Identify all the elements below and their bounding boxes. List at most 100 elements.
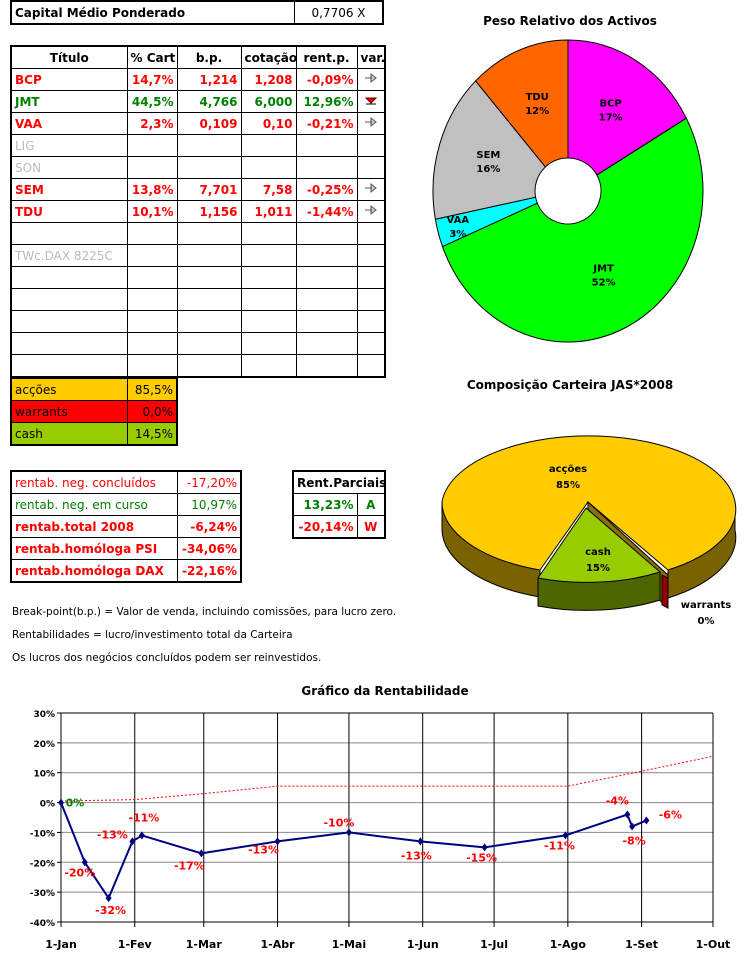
note-breakpoint: Break-point(b.p.) = Valor de venda, incl… — [12, 606, 397, 618]
capital-value: 0,7706 X — [294, 0, 384, 25]
table-row — [10, 332, 386, 355]
tick-label-y: -30% — [30, 889, 55, 899]
allocation-row: acções 85,5% — [10, 377, 178, 401]
pie3d-slice-cash — [537, 507, 662, 583]
cell-rent: -0,21% — [295, 112, 358, 135]
data-point — [643, 816, 650, 825]
pie1-title: Peso Relativo dos Activos — [483, 14, 657, 28]
data-label: -8% — [622, 834, 645, 847]
tick-label-y: 10% — [33, 770, 55, 780]
data-label: -10% — [323, 816, 354, 829]
returns-value: -22,16% — [176, 559, 242, 583]
note-rentabilidades: Rentabilidades = lucro/investimento tota… — [12, 629, 293, 641]
data-label: -11% — [128, 811, 159, 824]
pie3d-slice-warrants — [661, 574, 669, 609]
data-point — [58, 798, 64, 807]
data-label: -20% — [64, 866, 95, 879]
returns-label: rentab.homóloga DAX — [10, 559, 178, 583]
cell-rent: 12,96% — [295, 90, 358, 113]
partial-value: -20,14% — [292, 515, 358, 539]
pie-label: BCP — [599, 98, 621, 109]
pie2-title: Composição Carteira JAS*2008 — [466, 378, 674, 392]
pie-value: 3% — [449, 229, 466, 240]
tick-label-y: 0% — [40, 800, 55, 810]
table-row: VAA 2,3% 0,109 0,10 -0,21% — [10, 112, 386, 135]
pie-label: SEM — [476, 150, 500, 161]
pie-slice-tdu — [474, 39, 569, 168]
data-point — [105, 894, 112, 903]
data-point — [274, 837, 281, 846]
returns-value: -6,24% — [176, 515, 242, 538]
pie-value: 17% — [599, 112, 623, 123]
allocation-row: warrants 0,0% — [10, 400, 178, 423]
cell-var — [356, 354, 386, 378]
cell-titulo: VAA — [10, 112, 128, 135]
partial-tag: W — [356, 515, 386, 539]
allocation-table: acções 85,5% warrants 0,0% cash 14,5% — [10, 377, 178, 446]
capital-label: Capital Médio Ponderado — [10, 0, 295, 25]
allocation-value: 0,0% — [126, 400, 178, 423]
arrow-right-icon — [364, 182, 377, 194]
pie3d-label: warrants — [681, 600, 731, 611]
tick-label-y: 30% — [33, 710, 55, 720]
returns-label: rentab. neg. concluídos — [10, 470, 178, 494]
data-label: -15% — [466, 851, 497, 864]
returns-row: rentab. neg. em curso 10,97% — [10, 493, 242, 516]
arrow-down-icon — [356, 90, 386, 113]
returns-table: rentab. neg. concluídos -17,20% rentab. ne… — [10, 470, 242, 583]
cell-rent: -0,25% — [295, 178, 358, 201]
pie3d-value: 85% — [556, 480, 580, 491]
cell-cotacao: 1,208 — [240, 68, 297, 91]
pie3d-value: 15% — [586, 563, 610, 574]
data-label: 0% — [66, 797, 85, 810]
table-row — [10, 354, 386, 378]
data-point — [129, 837, 136, 846]
series-benchmark-line — [60, 755, 714, 802]
data-label: -17% — [174, 859, 205, 872]
data-point — [138, 831, 145, 840]
table-row: JMT 44,5% 4,766 6,000 12,96% — [10, 90, 386, 113]
tick-label-x: 1-Set — [625, 938, 658, 951]
data-label: -13% — [401, 849, 432, 862]
arrow-right-icon — [364, 72, 377, 84]
tick-label-x: 1-Mai — [332, 938, 366, 951]
pie-label: TDU — [526, 92, 549, 103]
tick-label-x: 1-Abr — [261, 938, 296, 951]
data-point — [629, 822, 636, 831]
cell-cart: 10,1% — [126, 200, 178, 223]
cell-rent: -0,09% — [295, 68, 358, 91]
returns-value: -17,20% — [176, 470, 242, 494]
data-label: -11% — [544, 839, 575, 852]
tick-label-y: -40% — [30, 919, 55, 929]
allocation-label: cash — [10, 422, 128, 446]
pie3d-value: 0% — [698, 616, 715, 627]
pie3d: acções 85% cash 15% warrants 0% — [441, 435, 737, 627]
pie3d-slice-accoes — [441, 435, 737, 571]
arrow-right-icon — [356, 112, 386, 135]
arrow-down-icon — [364, 97, 377, 105]
returns-row: rentab.homóloga DAX -22,16% — [10, 559, 242, 583]
partial-tag: A — [356, 493, 386, 516]
pie-slice-bcp — [567, 39, 687, 176]
allocation-row: cash 14,5% — [10, 422, 178, 446]
cell-cart: 13,8% — [126, 178, 178, 201]
table-row — [10, 288, 386, 311]
holdings-table: Título% Cart b.p. cotação rent.p. var. BCP 14… — [10, 45, 386, 378]
tick-label-y: -10% — [30, 829, 55, 839]
line-chart: 30% 20% 10% 0% -10% -20% -30% -40% 1-Jan 1-Fev 1-M… — [30, 710, 731, 951]
capital-box: Capital Médio Ponderado 0,7706 X — [10, 0, 384, 25]
cell-bp: 7,701 — [176, 178, 242, 201]
data-point — [345, 828, 352, 837]
returns-row: rentab. neg. concluídos -17,20% — [10, 470, 242, 494]
series-portfolio-line — [60, 802, 647, 901]
table-row: BCP 14,7% 1,214 1,208 -0,09% — [10, 68, 386, 91]
arrow-right-icon — [364, 116, 377, 128]
data-label: -32% — [95, 904, 126, 917]
partial-row: -20,14% W — [292, 515, 386, 539]
data-point — [624, 810, 631, 819]
pie-value: 16% — [476, 164, 500, 175]
tick-label-x: 1-Jun — [407, 938, 439, 951]
allocation-value: 14,5% — [126, 422, 178, 446]
header-4: rent.p. — [295, 45, 358, 69]
returns-value: -34,06% — [176, 537, 242, 560]
